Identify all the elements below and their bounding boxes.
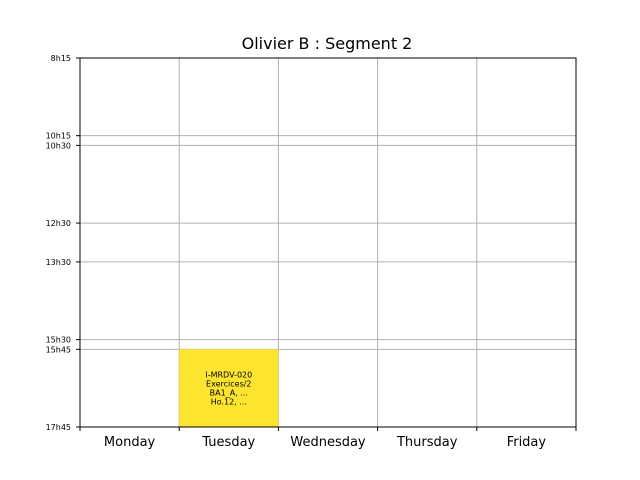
y-tick-label: 12h30 xyxy=(46,219,71,228)
y-tick-label: 10h15 xyxy=(46,132,71,141)
event-text-line: Exercices/2 xyxy=(206,380,251,389)
event-text-line: I-MRDV-020 xyxy=(205,371,252,380)
x-tick-label: Thursday xyxy=(396,435,458,450)
y-tick-label: 10h30 xyxy=(46,141,71,150)
x-tick-label: Wednesday xyxy=(290,435,366,450)
y-tick-label: 15h30 xyxy=(46,336,71,345)
axes-frame xyxy=(79,57,577,428)
x-tick-label: Monday xyxy=(104,435,156,450)
event-block[interactable] xyxy=(179,349,279,427)
chart-title: Olivier B : Segment 2 xyxy=(242,34,413,53)
y-tick-label: 15h45 xyxy=(46,345,71,354)
y-tick-label: 8h15 xyxy=(51,54,71,63)
grid-lines xyxy=(80,57,576,428)
y-tick-label: 17h45 xyxy=(46,423,71,432)
x-tick-label: Friday xyxy=(507,435,547,450)
y-tick-label: 13h30 xyxy=(46,258,71,267)
ticks-layer: Monday Tuesday Wednesday Thursday Friday 8h15… xyxy=(46,54,577,450)
event-text-line: Ho.12, ... xyxy=(211,398,247,407)
x-tick-label: Tuesday xyxy=(201,435,255,450)
event-text-line: BA1_A, ... xyxy=(210,389,248,398)
